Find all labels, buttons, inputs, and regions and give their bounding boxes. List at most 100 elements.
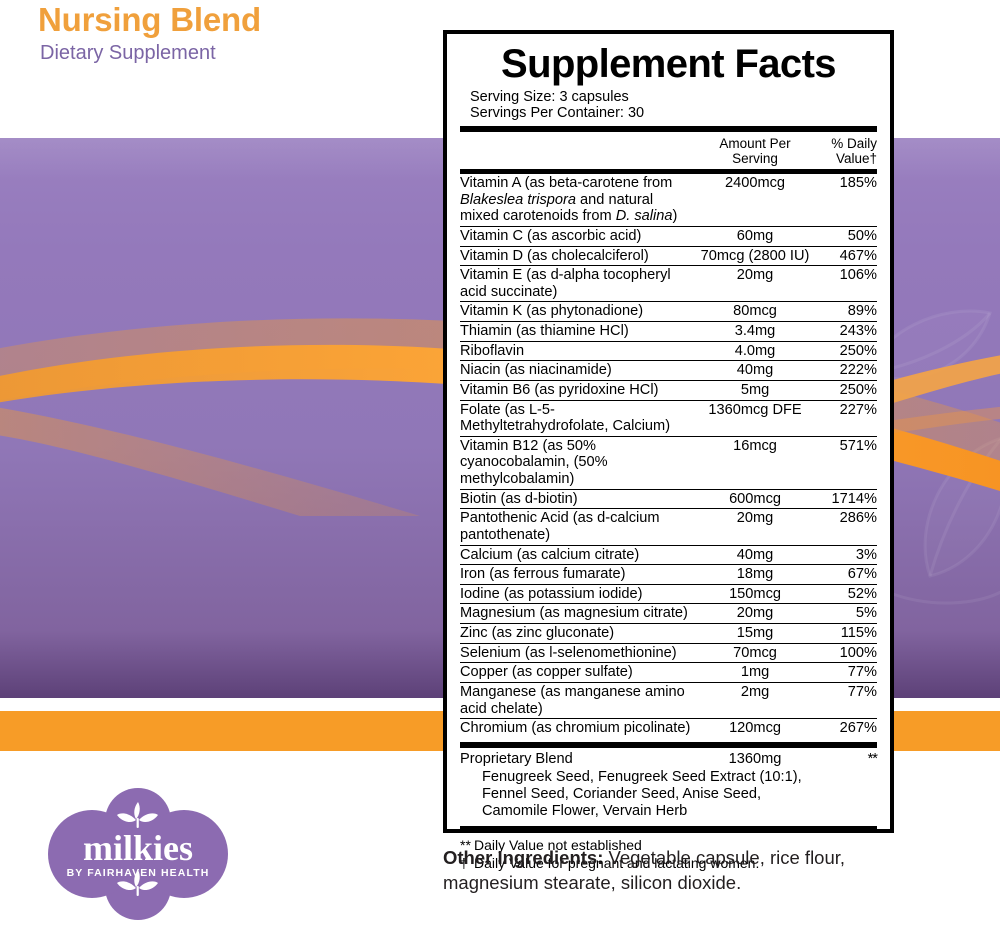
- nutrient-amount: 4.0mg: [697, 340, 813, 361]
- nutrient-amount: 1360mcg DFE: [697, 399, 813, 437]
- nutrient-row: Magnesium (as magnesium citrate) 20mg 5%: [460, 603, 877, 624]
- nutrient-amount: 600mcg: [697, 488, 813, 509]
- nutrient-row: Vitamin C (as ascorbic acid) 60mg 50%: [460, 225, 877, 247]
- nutrient-amount: 2400mcg: [697, 173, 813, 227]
- proprietary-blend-header: Proprietary Blend 1360mg **: [460, 750, 878, 768]
- nutrient-amount: 40mg: [697, 360, 813, 381]
- nutrient-daily-value: 3%: [812, 544, 877, 565]
- nutrient-amount: 15mg: [697, 623, 813, 644]
- nutrition-table: Amount Per Serving % Daily Value†: [460, 132, 877, 169]
- nutrient-name: Vitamin C (as ascorbic acid): [460, 225, 698, 247]
- nutrient-row: Thiamin (as thiamine HCl) 3.4mg 243%: [460, 321, 877, 342]
- nutrient-name: Zinc (as zinc gluconate): [460, 623, 698, 644]
- nutrient-row: Vitamin B6 (as pyridoxine HCl) 5mg 250%: [460, 379, 877, 401]
- nutrient-name: Calcium (as calcium citrate): [460, 544, 698, 565]
- proprietary-blend-ingredients: Fenugreek Seed, Fenugreek Seed Extract (…: [482, 768, 877, 820]
- nutrient-daily-value: 100%: [812, 642, 877, 663]
- nutrient-amount: 80mcg: [697, 301, 813, 322]
- footnote-1-text: Daily Value for pregnant and lactating w…: [474, 854, 760, 871]
- nutrient-daily-value: 5%: [812, 603, 877, 624]
- blend-ingredient-line-1: Fenugreek Seed, Fenugreek Seed Extract (…: [482, 768, 802, 785]
- nutrient-row: Vitamin B12 (as 50% cyanocobalamin, (50%…: [460, 435, 877, 490]
- nutrient-name: Folate (as L-5-Methyltetrahydrofolate, C…: [460, 399, 698, 437]
- nutrient-amount: 150mcg: [697, 583, 813, 604]
- nutrient-amount: 20mg: [697, 603, 813, 624]
- nutrient-daily-value: 67%: [812, 564, 877, 585]
- milkies-logo: milkies BY FAIRHAVEN HEALTH: [42, 788, 234, 920]
- nutrient-name: Riboflavin: [460, 340, 698, 361]
- other-ingredients-label: Other Ingredients:: [443, 847, 604, 868]
- nutrient-amount: 3.4mg: [697, 321, 813, 342]
- nutrient-name: Copper (as copper sulfate): [460, 662, 698, 683]
- header-nutrient: [460, 132, 698, 169]
- proprietary-blend-name: Proprietary Blend: [460, 750, 573, 767]
- nutrient-amount: 40mg: [697, 544, 813, 565]
- nutrient-name: Vitamin B6 (as pyridoxine HCl): [460, 379, 698, 401]
- nutrient-amount: 70mcg (2800 IU): [697, 245, 813, 266]
- nutrient-daily-value: 250%: [812, 340, 877, 361]
- nutrient-daily-value: 222%: [812, 360, 877, 381]
- footnote-1: † Daily Value for pregnant and lactating …: [460, 855, 877, 872]
- nutrient-row: Iron (as ferrous fumarate) 18mg 67%: [460, 564, 877, 585]
- nutrient-daily-value: 185%: [812, 173, 877, 227]
- nutrient-name: Manganese (as manganese amino acid chela…: [460, 681, 698, 719]
- nutrient-daily-value: 286%: [812, 508, 877, 546]
- nutrient-row: Chromium (as chromium picolinate) 120mcg 2…: [460, 718, 877, 738]
- servings-per-container-line: Servings Per Container: 30: [470, 105, 645, 122]
- divider-thick-footnotes: [460, 826, 877, 833]
- nutrient-row: Vitamin E (as d-alpha tocopheryl acid su…: [460, 265, 877, 302]
- nutrient-row: Copper (as copper sulfate) 1mg 77%: [460, 662, 877, 683]
- nutrient-name: Vitamin B12 (as 50% cyanocobalamin, (50%…: [460, 435, 698, 490]
- nutrient-name: Pantothenic Acid (as d-calcium pantothen…: [460, 508, 698, 546]
- nutrient-name: Niacin (as niacinamide): [460, 360, 698, 381]
- nutrient-row: Vitamin A (as beta-carotene from Blakesl…: [460, 173, 877, 227]
- nutrient-rows-table: Vitamin A (as beta-carotene from Blakesl…: [460, 173, 877, 738]
- nutrient-name: Vitamin E (as d-alpha tocopheryl acid su…: [460, 265, 698, 302]
- nutrient-amount: 20mg: [697, 265, 813, 302]
- nutrient-name: Biotin (as d-biotin): [460, 488, 698, 509]
- nutrient-daily-value: 267%: [812, 718, 877, 738]
- supplement-facts-title: Supplement Facts: [501, 42, 837, 86]
- nutrient-name: Selenium (as l-selenomethionine): [460, 642, 698, 663]
- nutrient-daily-value: 115%: [812, 623, 877, 644]
- nutrient-amount: 20mg: [697, 508, 813, 546]
- nutrient-name: Vitamin A (as beta-carotene from Blakesl…: [460, 173, 698, 227]
- page-title: Nursing Blend: [38, 1, 261, 38]
- nutrient-row: Calcium (as calcium citrate) 40mg 3%: [460, 544, 877, 565]
- nutrient-row: Vitamin K (as phytonadione) 80mcg 89%: [460, 301, 877, 322]
- other-ingredients: Other Ingredients: Vegetable capsule, ri…: [443, 845, 943, 895]
- nutrient-row: Pantothenic Acid (as d-calcium pantothen…: [460, 508, 877, 546]
- nutrient-daily-value: 571%: [812, 435, 877, 490]
- nutrient-daily-value: 250%: [812, 379, 877, 401]
- divider-thick-blend-top: [460, 741, 877, 748]
- table-header-row: Amount Per Serving % Daily Value†: [460, 132, 877, 169]
- nutrient-row: Selenium (as l-selenomethionine) 70mcg 100…: [460, 642, 877, 663]
- logo-wordmark: milkies: [83, 828, 193, 868]
- nutrient-row: Vitamin D (as cholecalciferol) 70mcg (280…: [460, 245, 877, 266]
- nutrient-name: Thiamin (as thiamine HCl): [460, 321, 698, 342]
- page-subtitle: Dietary Supplement: [40, 41, 216, 64]
- nutrient-daily-value: 227%: [812, 399, 877, 437]
- nutrient-amount: 120mcg: [697, 718, 813, 738]
- nutrient-daily-value: 243%: [812, 321, 877, 342]
- proprietary-blend-section: Proprietary Blend 1360mg ** Fenugreek Se…: [460, 748, 878, 823]
- footnote-0-mark: **: [460, 837, 471, 854]
- other-ingredients-value: Vegetable capsule, rice flour, magnesium…: [443, 847, 846, 894]
- serving-size-line: Serving Size: 3 capsules: [470, 88, 629, 105]
- nutrient-daily-value: 77%: [812, 681, 877, 719]
- divider-med-header: [460, 169, 877, 174]
- nutrient-name: Iron (as ferrous fumarate): [460, 564, 698, 585]
- nutrient-amount: 5mg: [697, 379, 813, 401]
- blend-ingredient-line-2: Fennel Seed, Coriander Seed, Anise Seed,: [482, 785, 762, 802]
- nutrient-daily-value: 77%: [812, 662, 877, 683]
- supplement-facts-panel: Supplement Facts Serving Size: 3 capsule…: [443, 30, 894, 871]
- header-amount-per-serving: Amount Per Serving: [719, 135, 791, 166]
- nutrient-row: Biotin (as d-biotin) 600mcg 1714%: [460, 488, 877, 509]
- nutrient-name: Vitamin D (as cholecalciferol): [460, 245, 698, 266]
- logo-tagline: BY FAIRHAVEN HEALTH: [67, 867, 210, 879]
- proprietary-blend-amount: 1360mg: [728, 750, 782, 767]
- nutrient-row: Folate (as L-5-Methyltetrahydrofolate, C…: [460, 399, 877, 437]
- nutrient-amount: 2mg: [697, 681, 813, 719]
- nutrient-amount: 60mg: [697, 225, 813, 247]
- nutrient-row: Iodine (as potassium iodide) 150mcg 52%: [460, 583, 877, 604]
